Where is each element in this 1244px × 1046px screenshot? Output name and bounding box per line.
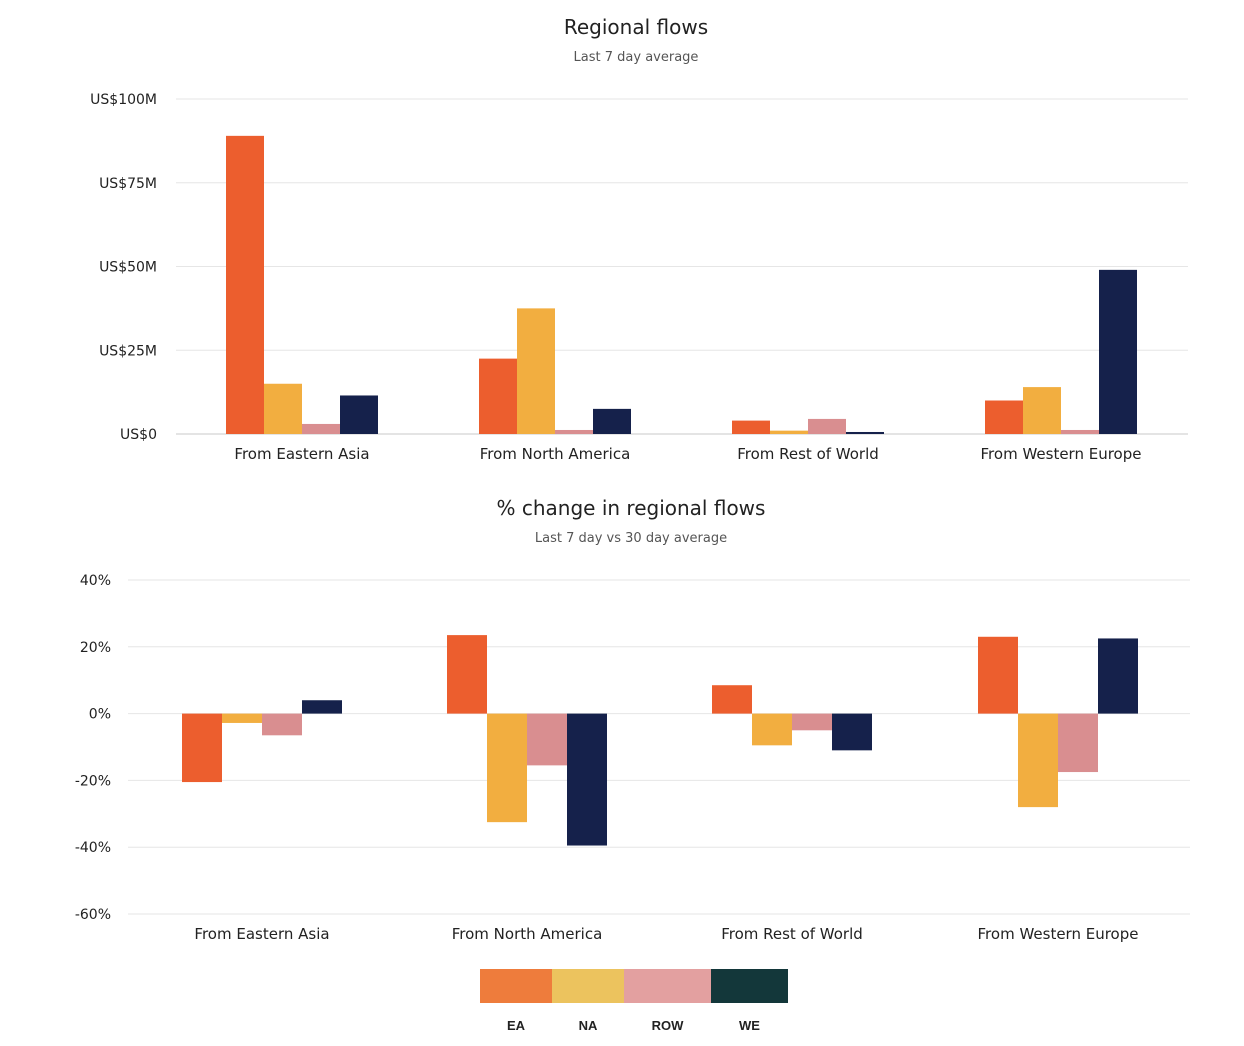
chart-subtitle: Last 7 day average [574,50,699,65]
bar-we-1 [593,408,631,434]
legend-swatch [480,969,552,1003]
bar-row-1 [527,713,567,766]
pct-change-chart: % change in regional flows Last 7 day vs … [75,496,1190,943]
bar-we-3 [1098,638,1138,714]
regional-flows-chart: Regional flows Last 7 day average US$0 US$2… [90,15,1188,463]
legend-label: ROW [651,1018,684,1033]
bar-row-2 [808,418,846,434]
legend-swatch [624,969,711,1003]
y-tick-label: 20% [80,640,111,656]
bar-we-2 [846,431,884,434]
bar-na-0 [264,383,302,434]
bar-ea-2 [732,420,770,434]
bar-we-1 [567,713,607,846]
y-tick-label: 0% [89,707,111,723]
bar-we-3 [1099,269,1137,434]
bar-row-1 [555,429,593,434]
x-tick-label: From Rest of World [737,445,879,463]
chart-subtitle: Last 7 day vs 30 day average [535,531,727,546]
bar-na-2 [770,430,808,434]
bar-na-3 [1023,387,1061,434]
x-tick-label: From North America [480,445,631,463]
bar-na-0 [222,713,262,723]
x-tick-label: From Rest of World [721,925,863,943]
y-tick-label: -60% [75,907,111,923]
legend-item-row: ROW [624,969,711,1033]
legend-label: NA [578,1018,598,1033]
bar-ea-0 [182,713,222,783]
y-tick-label: US$50M [99,260,157,276]
y-tick-label: -40% [75,840,111,856]
x-tick-label: From Western Europe [978,925,1139,943]
bar-na-1 [487,713,527,823]
bar-ea-1 [479,358,517,434]
bar-row-2 [792,713,832,731]
bar-row-3 [1061,429,1099,434]
legend: EA NA ROW WE [480,969,788,1033]
bar-na-1 [517,308,555,434]
chart-title: % change in regional flows [497,496,766,520]
chart-title: Regional flows [564,15,708,39]
legend-label: WE [739,1018,760,1033]
bar-na-2 [752,713,792,746]
bar-we-0 [302,700,342,714]
y-tick-label: -20% [75,773,111,789]
y-tick-label: US$0 [120,427,157,443]
bar-we-0 [340,395,378,434]
legend-item-na: NA [552,969,624,1033]
legend-item-ea: EA [480,969,552,1033]
x-tick-label: From North America [452,925,603,943]
y-tick-label: US$100M [90,92,157,108]
y-tick-label: US$25M [99,343,157,359]
bar-row-0 [262,713,302,736]
bar-ea-1 [447,635,487,714]
legend-swatch [711,969,788,1003]
bar-na-3 [1018,713,1058,808]
bar-row-3 [1058,713,1098,773]
bar-row-0 [302,423,340,434]
x-tick-label: From Eastern Asia [194,925,329,943]
bar-ea-0 [226,135,264,434]
y-tick-label: US$75M [99,176,157,192]
bar-ea-2 [712,685,752,714]
bar-ea-3 [978,636,1018,714]
legend-swatch [552,969,624,1003]
legend-label: EA [506,1018,526,1033]
x-tick-label: From Western Europe [981,445,1142,463]
bar-we-2 [832,713,872,751]
legend-item-we: WE [711,969,788,1033]
x-tick-label: From Eastern Asia [234,445,369,463]
bar-ea-3 [985,400,1023,434]
y-tick-label: 40% [80,573,111,589]
